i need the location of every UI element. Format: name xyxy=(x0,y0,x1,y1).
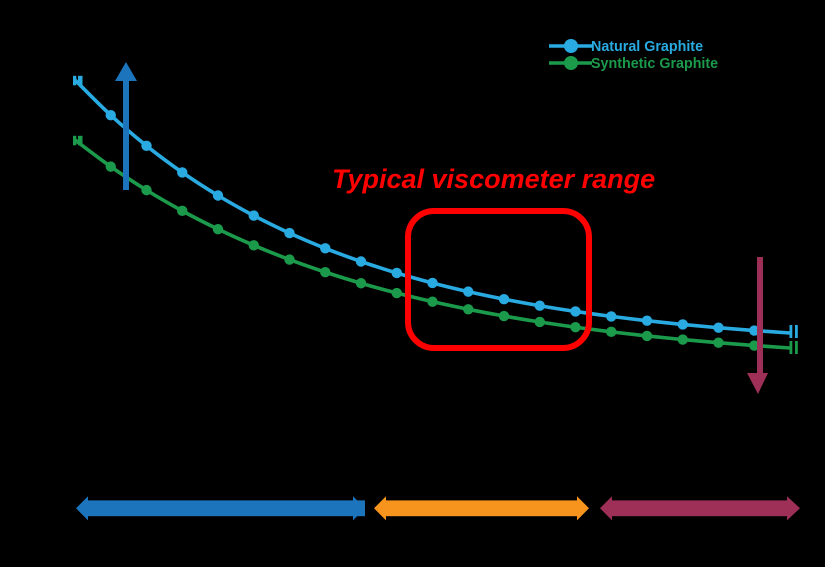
svg-text:Synthetic Graphite: Synthetic Graphite xyxy=(591,56,718,72)
svg-text:Typical viscometer range: Typical viscometer range xyxy=(332,164,655,194)
svg-text:Natural Graphite: Natural Graphite xyxy=(591,39,703,55)
